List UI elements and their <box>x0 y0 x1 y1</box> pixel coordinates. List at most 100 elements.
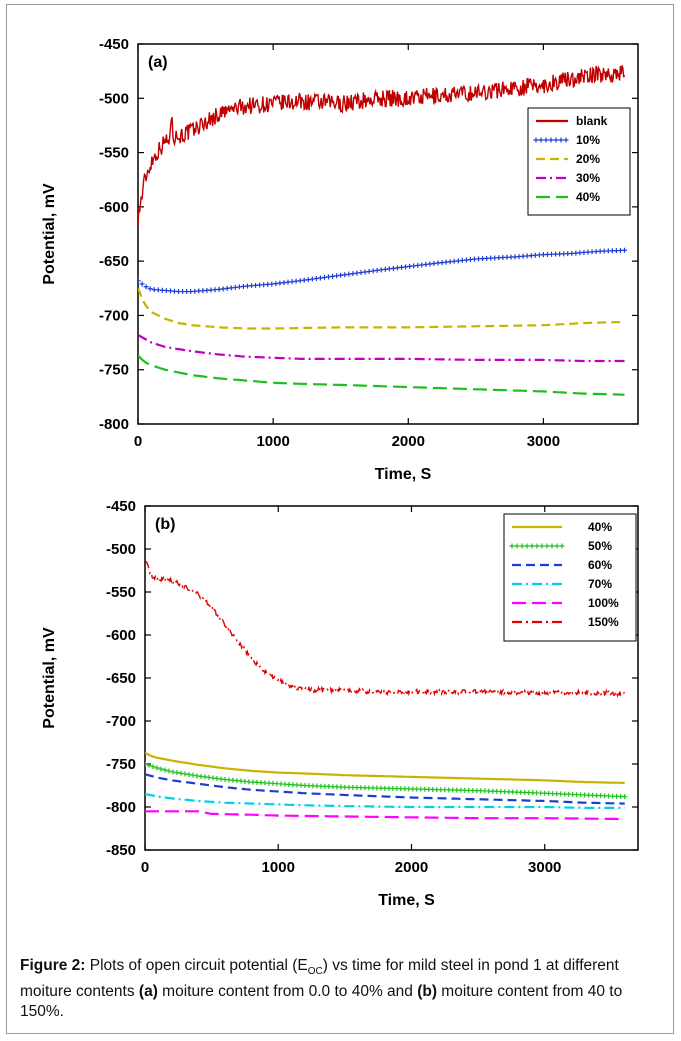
series-10pct-point <box>143 284 149 290</box>
series-50pct-point <box>186 772 192 778</box>
series-50pct-point <box>166 768 172 774</box>
series-group <box>138 65 627 396</box>
legend-entry-label: 10% <box>576 133 600 147</box>
y-tick-label: -550 <box>99 145 129 162</box>
y-tick-label: -600 <box>99 199 129 216</box>
chart-panel-b: -850 -800 -750 -700 -650 -600 -550 -500 -450 0 100… <box>41 498 639 909</box>
series-blank-line <box>138 65 626 227</box>
caption-subscript: OC <box>307 966 323 978</box>
caption-a-label: (a) <box>138 983 158 1001</box>
legend-swatch-point <box>548 137 554 143</box>
x-axis-label: Time, S <box>378 892 435 909</box>
x-tick-label: 2000 <box>392 433 425 450</box>
legend-swatch-point <box>543 137 549 143</box>
y-tick-label: -800 <box>106 799 136 816</box>
caption-label: Figure 2: <box>20 957 86 974</box>
legend-swatch-point <box>558 137 564 143</box>
y-tick-label: -700 <box>99 307 129 324</box>
legend-swatch-point <box>529 543 535 549</box>
y-tick-label: -600 <box>106 627 136 644</box>
legend-entry-label: 40% <box>576 190 600 204</box>
caption-text-4: moiture content from 40 to 150%. <box>20 983 623 1021</box>
legend-entry-label: blank <box>576 114 608 128</box>
y-tick-label: -700 <box>106 713 136 730</box>
x-tick-label: 0 <box>134 433 142 450</box>
legend-swatch-point <box>514 543 520 549</box>
series-60pct-line <box>145 773 625 805</box>
chart-panel-a: -800 -750 -700 -650 -600 -550 -500 -450 0 1000 200… <box>41 36 639 483</box>
series-10pct-point <box>139 281 145 287</box>
legend-entry-label: 50% <box>588 539 612 553</box>
x-axis-label: Time, S <box>375 466 432 483</box>
panel-label: (b) <box>155 516 175 533</box>
y-tick-label: -750 <box>106 756 136 773</box>
series-50pct-point <box>178 770 184 776</box>
legend-swatch-point <box>533 137 539 143</box>
y-tick-label: -650 <box>99 253 129 270</box>
x-tick-label: 3000 <box>528 859 561 876</box>
series-50pct-point <box>170 769 176 775</box>
series-70pct-line <box>145 793 625 810</box>
series-100pct-line <box>145 810 625 821</box>
y-tick-label: -450 <box>106 498 136 515</box>
series-50pct-point <box>154 765 160 771</box>
y-tick-label: -650 <box>106 670 136 687</box>
series-10pct-point <box>138 278 141 284</box>
legend-swatch-point <box>553 137 559 143</box>
legend-swatch-point <box>538 137 544 143</box>
series-50pct-point <box>146 762 152 768</box>
legend-entry-label: 150% <box>588 615 619 629</box>
series-40pct-line <box>138 354 625 396</box>
series-50pct-point <box>190 772 196 778</box>
legend-swatch-point <box>509 543 515 549</box>
series-150pct-line <box>145 559 626 698</box>
y-axis-label: Potential, mV <box>41 183 58 285</box>
y-tick-label: -800 <box>99 416 129 433</box>
series-20pct-line <box>138 287 625 330</box>
series-50pct-point <box>150 764 156 770</box>
legend-swatch-point <box>534 543 540 549</box>
legend-swatch-point <box>563 137 569 143</box>
figure-caption: Figure 2: Plots of open circuit potentia… <box>20 956 660 1022</box>
legend-swatch-point <box>544 543 550 549</box>
series-40pct-line <box>145 751 625 785</box>
legend-entry-label: 60% <box>588 558 612 572</box>
y-tick-label: -550 <box>106 584 136 601</box>
y-axis-label: Potential, mV <box>41 627 58 729</box>
series-50pct-point <box>158 766 164 772</box>
legend-box <box>503 513 637 642</box>
legend-swatch-point <box>539 543 545 549</box>
legend-swatch-point <box>559 543 565 549</box>
x-tick-label: 0 <box>141 859 149 876</box>
y-tick-label: -450 <box>99 36 129 53</box>
legend-entry-label: 30% <box>576 171 600 185</box>
caption-text-3: moiture content from 0.0 to 40% and <box>157 983 418 1001</box>
legend-swatch-point <box>519 543 525 549</box>
legend-entry-label: 100% <box>588 596 619 610</box>
legend-entry-label: 70% <box>588 577 612 591</box>
caption-b-label: (b) <box>417 983 437 1001</box>
legend-swatch-point <box>524 543 530 549</box>
y-tick-label: -750 <box>99 362 129 379</box>
series-50pct-point <box>622 794 628 800</box>
series-30pct-line <box>138 334 625 363</box>
legend-entry-label: 40% <box>588 520 612 534</box>
x-tick-label: 1000 <box>262 859 295 876</box>
series-50pct-point <box>145 761 148 767</box>
series-50pct-point <box>182 771 188 777</box>
caption-text-1: Plots of open circuit potential (E <box>85 957 308 974</box>
legend-swatch-point <box>549 543 555 549</box>
y-tick-label: -500 <box>106 541 136 558</box>
y-tick-label: -850 <box>106 842 136 859</box>
caption-text-2: ) vs time for mild steel in pond 1 at di… <box>20 957 619 1001</box>
x-tick-label: 1000 <box>256 433 289 450</box>
plot-area-frame <box>137 43 639 425</box>
series-group <box>145 559 628 821</box>
series-50pct-point <box>174 770 180 776</box>
series-10pct-point <box>621 247 627 253</box>
y-tick-label: -500 <box>99 90 129 107</box>
x-tick-label: 3000 <box>527 433 560 450</box>
x-tick-label: 2000 <box>395 859 428 876</box>
legend-swatch-point <box>554 543 560 549</box>
figure-charts: -800 -750 -700 -650 -600 -550 -500 -450 0 1000 200… <box>41 36 639 909</box>
